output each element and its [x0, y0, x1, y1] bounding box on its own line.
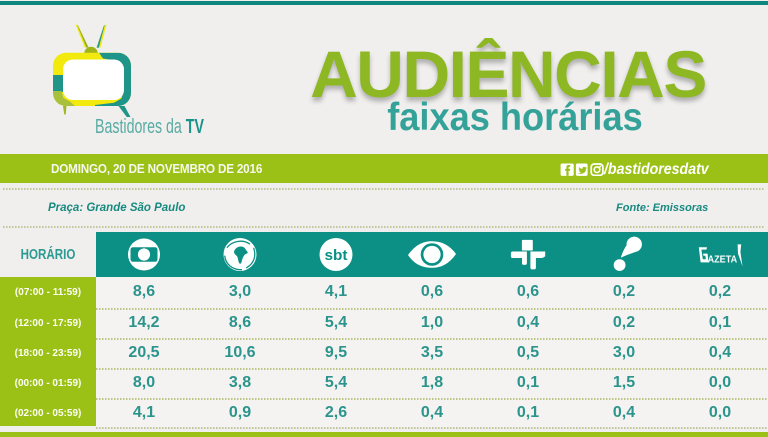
svg-text:AZETA: AZETA [708, 254, 738, 266]
svg-text:sbt: sbt [325, 247, 348, 264]
